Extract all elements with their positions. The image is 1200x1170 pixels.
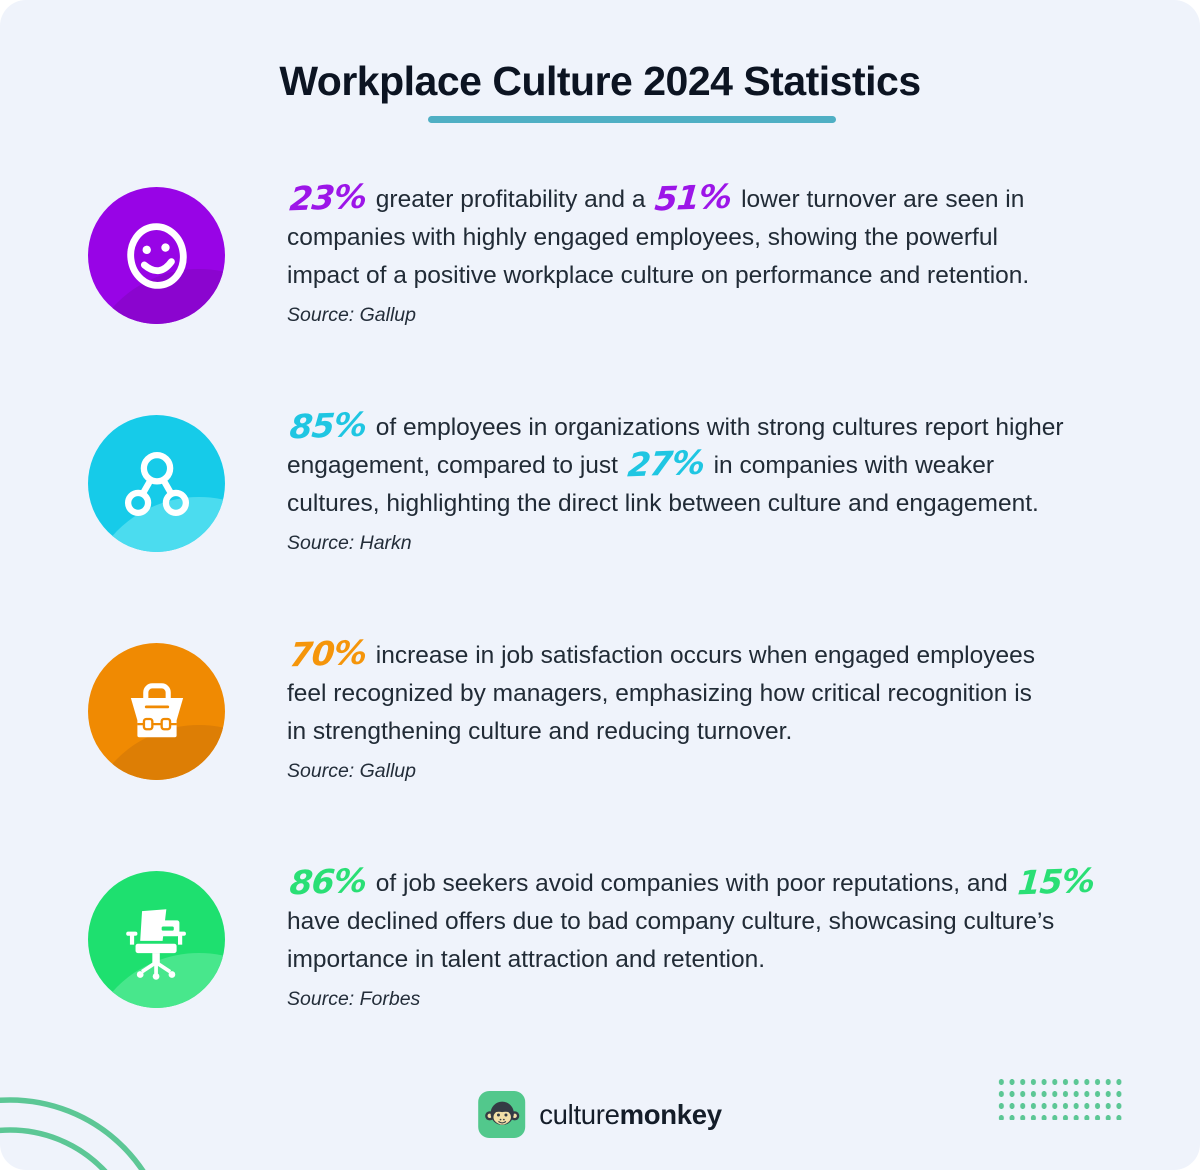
stat-percentage: 70% (288, 632, 368, 675)
stat-percentage: 15% (1015, 860, 1096, 903)
stat-percentage: 85% (288, 404, 368, 447)
culturemonkey-logo-icon (478, 1091, 526, 1138)
dots-pattern-decoration (996, 1076, 1124, 1120)
header: Workplace Culture 2024 Statistics (0, 0, 1200, 123)
stat-text-segment: in companies with weaker (706, 452, 995, 479)
stat-text-segment: companies with highly engaged employees,… (287, 224, 998, 251)
stats-list: 23% greater profitability and a 51% lowe… (0, 177, 1200, 1011)
stat-source: Source: Harkn (287, 532, 412, 554)
stat-percentage: 51% (653, 176, 734, 219)
title-underline (428, 116, 836, 123)
page-title: Workplace Culture 2024 Statistics (279, 58, 921, 104)
stat-paragraph: 86% of job seekers avoid companies with … (287, 860, 1127, 979)
stat-paragraph: 85% of employees in organizations with s… (287, 404, 1127, 523)
stat-row-recognition-satisfaction: 70% increase in job satisfaction occurs … (0, 633, 1200, 783)
stat-percentage: 86% (288, 860, 368, 903)
stat-text-segment: importance in talent attraction and rete… (287, 946, 766, 973)
stat-text-segment: impact of a positive workplace culture o… (287, 262, 1030, 289)
stat-text-segment: have declined offers due to bad company … (287, 908, 1055, 935)
briefcase-icon (88, 643, 225, 780)
stat-text-segment: lower turnover are seen in (734, 186, 1025, 213)
stat-text-segment: increase in job satisfaction occurs when… (369, 642, 1035, 669)
stat-text-segment: of employees in organizations with stron… (369, 414, 1064, 441)
stat-source: Source: Gallup (287, 304, 416, 326)
office-chair-icon (88, 871, 225, 1008)
brand-culture: culture (539, 1098, 620, 1130)
stat-text-segment: in strengthening culture and reducing tu… (287, 718, 793, 745)
stat-paragraph: 70% increase in job satisfaction occurs … (287, 632, 1127, 751)
stat-percentage: 23% (288, 176, 368, 219)
brand-footer: culturemonkey (478, 1091, 722, 1138)
stat-text-segment: feel recognized by managers, emphasizing… (287, 680, 1032, 707)
brand-wordmark: culturemonkey (539, 1099, 722, 1131)
brand-monkey: monkey (619, 1098, 722, 1130)
stat-row-culture-engagement: 85% of employees in organizations with s… (0, 405, 1200, 555)
stat-paragraph: 23% greater profitability and a 51% lowe… (287, 176, 1127, 295)
stat-text-segment: of job seekers avoid companies with poor… (369, 870, 1015, 897)
stat-percentage: 27% (625, 442, 706, 485)
stat-row-engagement-profitability: 23% greater profitability and a 51% lowe… (0, 177, 1200, 327)
stat-row-reputation-attraction: 86% of job seekers avoid companies with … (0, 861, 1200, 1011)
smiley-icon (88, 187, 225, 324)
stat-text-segment: greater profitability and a (369, 186, 653, 213)
stat-text-segment: cultures, highlighting the direct link b… (287, 490, 1039, 517)
stat-source: Source: Gallup (287, 760, 416, 782)
stat-text-segment: engagement, compared to just (287, 452, 625, 479)
stat-source: Source: Forbes (287, 988, 421, 1010)
network-icon (88, 415, 225, 552)
